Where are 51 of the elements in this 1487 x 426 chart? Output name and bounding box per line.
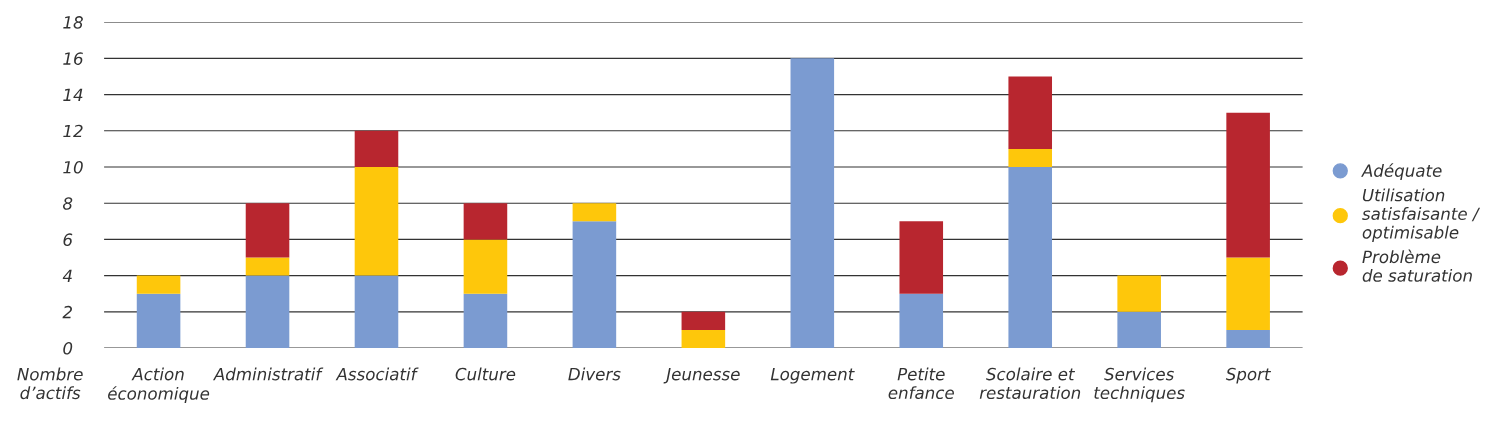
x-tick-label: Associatif	[335, 367, 419, 381]
bar	[1226, 112, 1270, 258]
bar	[463, 239, 508, 294]
y-tick-label: 14	[63, 88, 83, 101]
bar	[354, 275, 399, 349]
bar	[354, 130, 399, 167]
bar	[899, 293, 944, 349]
bar	[245, 257, 290, 276]
bar	[681, 329, 726, 349]
bar	[463, 293, 508, 349]
bar	[463, 203, 508, 240]
legend-label: Utilisation satisfaisante / optimisable	[1362, 188, 1481, 242]
x-tick-label: Sport	[1225, 367, 1272, 384]
bar	[572, 203, 617, 222]
bar	[1117, 275, 1161, 312]
y-tick-label: 4	[62, 269, 72, 282]
y-tick-label: 16	[63, 52, 83, 65]
bar	[245, 275, 290, 349]
bar	[136, 293, 181, 349]
x-tick-label: Divers	[568, 367, 621, 381]
x-axis-title: Nombre d’actifs	[17, 367, 83, 400]
x-tick-label: Scolaire et restauration	[979, 367, 1081, 400]
bar	[245, 203, 290, 258]
bar	[136, 275, 181, 294]
bar	[790, 58, 835, 349]
x-tick-label: Action économique	[108, 367, 210, 404]
y-tick-label: 0	[63, 342, 73, 355]
x-tick-label: Services techniques	[1094, 367, 1185, 403]
y-tick-label: 6	[63, 233, 73, 246]
bar	[899, 221, 944, 294]
x-tick-label: Jeunesse	[663, 368, 740, 384]
bar	[681, 311, 726, 330]
bar	[1008, 166, 1053, 349]
y-tick-label: 2	[62, 305, 72, 319]
x-tick-label: Logement	[770, 368, 855, 384]
legend-label: Problème de saturation	[1362, 249, 1472, 282]
legend-label: Adéquate	[1361, 163, 1442, 181]
y-tick-label: 12	[63, 124, 83, 138]
bar	[1117, 311, 1161, 349]
x-tick-label: Administratif	[212, 367, 324, 381]
x-tick-label: Culture	[455, 367, 516, 381]
bar	[1226, 329, 1270, 349]
bar	[572, 221, 617, 349]
bar	[1008, 148, 1053, 167]
x-tick-label: Petite enfance	[888, 367, 954, 400]
y-tick-label: 10	[63, 160, 83, 174]
bar	[1008, 76, 1053, 149]
y-tick-label: 8	[62, 197, 73, 210]
y-tick-label: 18	[63, 16, 83, 29]
bar	[354, 166, 399, 276]
bar	[1226, 257, 1270, 330]
